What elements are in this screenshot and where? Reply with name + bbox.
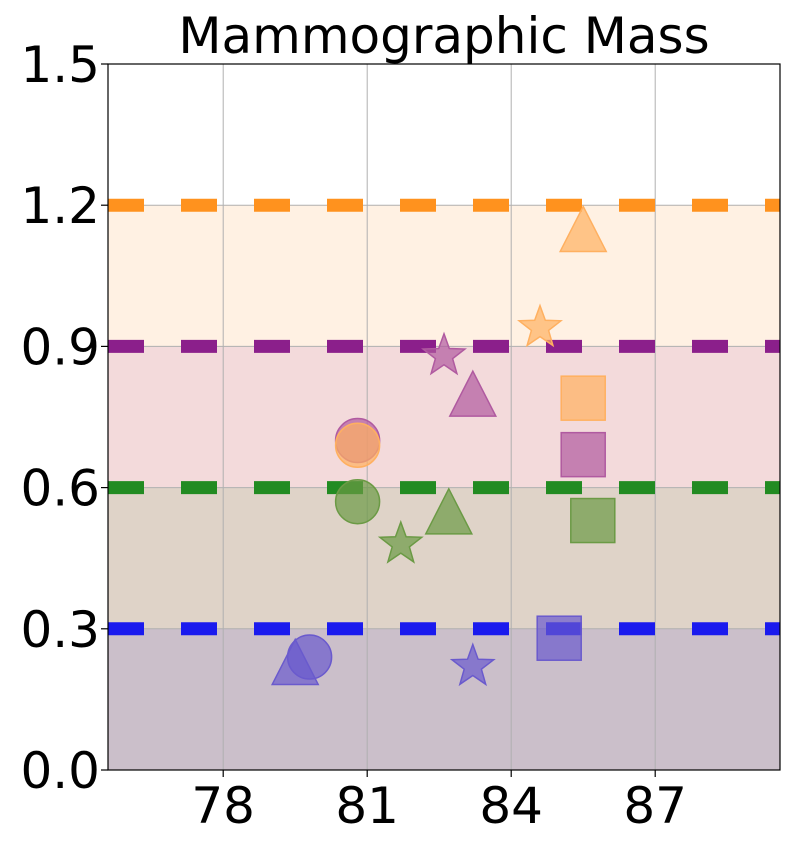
x-tick-label: 78 (191, 777, 255, 835)
point-triangle (424, 487, 474, 535)
band-0 (108, 628, 780, 770)
point-star (377, 519, 424, 564)
band-3 (108, 205, 780, 347)
point-circle (286, 634, 333, 680)
threshold-bands (108, 205, 780, 770)
x-axis-ticks: 78 81 84 87 (191, 770, 687, 835)
x-tick-label: 84 (479, 777, 543, 835)
y-tick-label: 0.6 (20, 460, 100, 518)
point-star (421, 331, 467, 376)
point-circle (334, 422, 381, 468)
y-axis-ticks: 0.0 0.3 0.6 0.9 1.2 1.5 (20, 36, 108, 800)
y-tick-label: 1.5 (20, 36, 100, 94)
chart-title: Mammographic Mass (178, 7, 709, 65)
x-tick-label: 81 (335, 777, 399, 835)
point-circle (334, 478, 381, 525)
data-points (270, 204, 616, 687)
point-square (560, 431, 606, 478)
point-triangle (448, 369, 498, 417)
point-star (517, 303, 563, 348)
point-square (560, 375, 606, 421)
y-tick-label: 0.3 (20, 601, 100, 659)
y-tick-label: 1.2 (20, 177, 100, 235)
y-tick-label: 0.9 (20, 318, 100, 376)
y-tick-label: 0.0 (20, 742, 100, 800)
point-star (449, 642, 496, 687)
point-triangle (558, 204, 608, 253)
band-2 (108, 346, 780, 488)
point-square (570, 497, 616, 544)
plot-frame (107, 63, 781, 771)
point-square (536, 615, 582, 661)
x-tick-label: 87 (623, 777, 687, 835)
